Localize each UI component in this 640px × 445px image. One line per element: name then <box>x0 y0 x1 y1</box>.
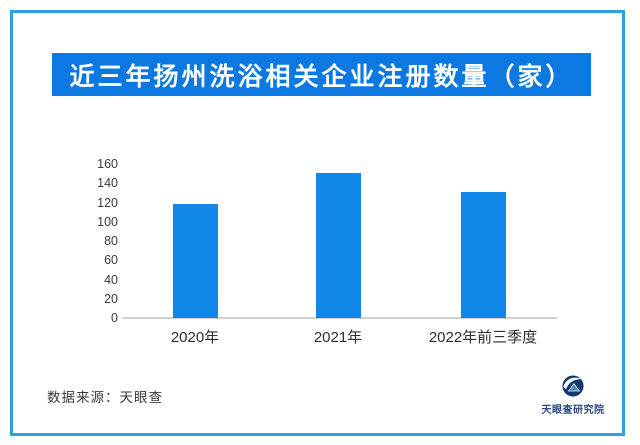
y-axis-tick-label: 120 <box>97 195 118 210</box>
y-axis-tick-label: 20 <box>104 291 118 306</box>
x-axis-line <box>122 317 557 319</box>
tianyancha-eye-icon <box>562 375 584 397</box>
data-source-note: 数据来源：天眼查 <box>47 390 163 405</box>
chart-title-banner: 近三年扬州洗浴相关企业注册数量（家） <box>52 53 591 96</box>
bar-2020年 <box>172 204 218 318</box>
y-axis-tick-label: 160 <box>97 157 118 171</box>
y-axis-tick-label: 80 <box>104 234 118 248</box>
chart-title: 近三年扬州洗浴相关企业注册数量（家） <box>69 62 574 91</box>
y-axis-tick-label: 140 <box>97 176 118 191</box>
y-axis-tick-label: 100 <box>97 214 118 229</box>
x-axis-category-label: 2022年前三季度 <box>428 329 538 346</box>
x-axis-category-label: 2020年 <box>170 329 220 346</box>
y-axis-tick-label: 40 <box>104 272 118 287</box>
bar-2021年 <box>315 173 361 318</box>
logo: 天眼查研究院 <box>533 375 613 416</box>
logo-label: 天眼查研究院 <box>541 405 605 416</box>
x-axis-category-label: 2021年 <box>313 329 363 346</box>
bar-2022年前三季度 <box>460 192 506 318</box>
y-axis-tick-label: 0 <box>111 311 118 325</box>
y-axis-tick-label: 60 <box>104 253 118 268</box>
